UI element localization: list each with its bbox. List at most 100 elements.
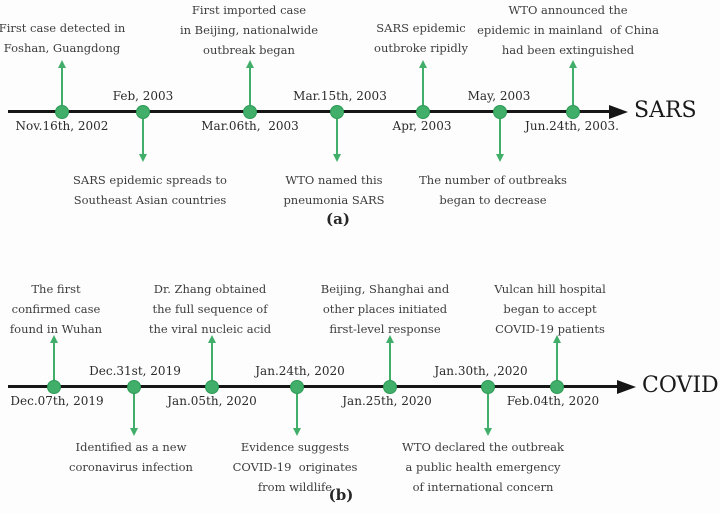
event-arrow-stem <box>556 342 558 387</box>
annotation-line: in Beijing, nationalwide <box>179 23 319 37</box>
annotation-line: epidemic in mainland of China <box>477 23 659 37</box>
event-marker-dot <box>493 105 507 119</box>
event-arrow-stem <box>53 342 55 387</box>
event-arrowhead-icon <box>130 428 138 436</box>
annotation-line: pneumonia SARS <box>283 193 385 207</box>
event-arrowhead-icon <box>58 60 66 68</box>
timeline-arrowhead-icon <box>609 105 628 119</box>
annotation-line: SARS epidemic spreads to <box>73 173 227 187</box>
annotation-line: confirmed case <box>11 302 101 316</box>
annotation-line: found in Wuhan <box>9 322 103 336</box>
event-marker-dot <box>383 380 397 394</box>
timeline-label: SARS <box>634 98 697 123</box>
event-arrow-stem <box>296 387 298 428</box>
event-arrowhead-icon <box>484 428 492 436</box>
annotation-line: other places initiated <box>322 302 448 316</box>
event-date-label: Mar.15th, 2003 <box>293 89 387 103</box>
event-annotation: WTO named this pneumonia SARS <box>283 170 384 210</box>
annotation-line: COVID-19 originates <box>232 460 358 474</box>
annotation-line: first-level response <box>329 322 441 336</box>
annotation-line: from wildlife <box>257 480 333 494</box>
event-date-label: Apr, 2003 <box>392 119 452 133</box>
event-marker-dot <box>330 105 344 119</box>
annotation-line: began to accept <box>503 302 597 316</box>
event-marker-dot <box>127 380 141 394</box>
event-arrow-stem <box>487 387 489 428</box>
event-date-label: Feb, 2003 <box>112 89 174 103</box>
event-arrowhead-icon <box>553 335 561 343</box>
timeline-axis <box>8 110 610 113</box>
annotation-line: The first <box>31 282 81 296</box>
event-marker-dot <box>136 105 150 119</box>
event-arrow-stem <box>133 387 135 428</box>
event-arrow-stem <box>389 342 391 387</box>
event-annotation: Identified as a new coronavirus infectio… <box>69 437 193 477</box>
annotation-line: Foshan, Guangdong <box>3 41 121 55</box>
event-marker-dot <box>550 380 564 394</box>
annotation-line: WTO announced the <box>508 3 628 17</box>
event-annotation: Beijing, Shanghai and other places initi… <box>321 279 449 339</box>
annotation-line: Evidence suggests <box>240 440 350 454</box>
event-annotation: The first confirmed case found in Wuhan <box>10 279 102 339</box>
event-date-label: Dec.07th, 2019 <box>10 394 104 408</box>
event-arrowhead-icon <box>333 154 341 162</box>
annotation-line: Dr. Zhang obtained <box>153 282 267 296</box>
event-arrowhead-icon <box>293 428 301 436</box>
annotation-line: outbreak began <box>203 43 295 57</box>
event-date-label: Dec.31st, 2019 <box>89 364 181 378</box>
event-date-label: Jan.25th, 2020 <box>342 394 432 408</box>
annotation-line: of international concern <box>412 480 554 494</box>
event-marker-dot <box>243 105 257 119</box>
figure-caption: (b) <box>328 486 354 504</box>
event-annotation: First imported case in Beijing, national… <box>180 0 318 60</box>
event-date-label: Jan.24th, 2020 <box>255 364 345 378</box>
event-arrow-stem <box>211 342 213 387</box>
annotation-line: began to decrease <box>439 193 547 207</box>
event-annotation: Vulcan hill hospital began to accept COV… <box>494 279 606 339</box>
annotation-line: outbroke ripidly <box>374 41 468 55</box>
timeline-axis <box>8 385 618 388</box>
event-annotation: SARS epidemic outbroke ripidly <box>374 18 468 58</box>
annotation-line: WTO named this <box>285 173 383 187</box>
annotation-line: WTO declared the outbreak <box>402 440 564 454</box>
event-date-label: Feb.04th, 2020 <box>506 394 600 408</box>
timeline-arrowhead-icon <box>617 380 636 394</box>
event-arrowhead-icon <box>246 60 254 68</box>
event-arrow-stem <box>336 112 338 154</box>
event-annotation: WTO announced the epidemic in mainland o… <box>477 0 659 60</box>
event-arrow-stem <box>249 67 251 112</box>
event-arrow-stem <box>142 112 144 154</box>
event-annotation: First case detected in Foshan, Guangdong <box>0 18 125 58</box>
event-arrowhead-icon <box>386 335 394 343</box>
annotation-line: First imported case <box>191 3 307 17</box>
event-marker-dot <box>205 380 219 394</box>
annotation-line: First case detected in <box>0 21 126 35</box>
annotation-line: the full sequence of <box>152 302 268 316</box>
event-date-label: Nov.16th, 2002 <box>15 119 109 133</box>
event-annotation: The number of outbreaks began to decreas… <box>419 170 567 210</box>
annotation-line: Beijing, Shanghai and <box>320 282 450 296</box>
event-arrowhead-icon <box>208 335 216 343</box>
event-annotation: SARS epidemic spreads to Southeast Asian… <box>73 170 227 210</box>
timeline-label: COVID-19 <box>642 373 720 398</box>
annotation-line: coronavirus infection <box>69 460 193 474</box>
event-arrowhead-icon <box>50 335 58 343</box>
event-date-label: Jan.30th, ,2020 <box>434 364 528 378</box>
event-marker-dot <box>416 105 430 119</box>
event-arrow-stem <box>61 67 63 112</box>
annotation-line: COVID-19 patients <box>495 322 605 336</box>
event-date-label: Jan.05th, 2020 <box>167 394 257 408</box>
annotation-line: Southeast Asian countries <box>73 193 227 207</box>
event-annotation: Evidence suggests COVID-19 originates fr… <box>233 437 358 497</box>
event-marker-dot <box>566 105 580 119</box>
event-date-label: Mar.06th, 2003 <box>201 119 299 133</box>
event-arrowhead-icon <box>139 154 147 162</box>
event-arrow-stem <box>499 112 501 154</box>
event-arrow-stem <box>422 67 424 112</box>
event-date-label: May, 2003 <box>467 89 531 103</box>
annotation-line: Identified as a new <box>75 440 187 454</box>
event-arrowhead-icon <box>419 60 427 68</box>
event-arrowhead-icon <box>569 60 577 68</box>
event-marker-dot <box>290 380 304 394</box>
